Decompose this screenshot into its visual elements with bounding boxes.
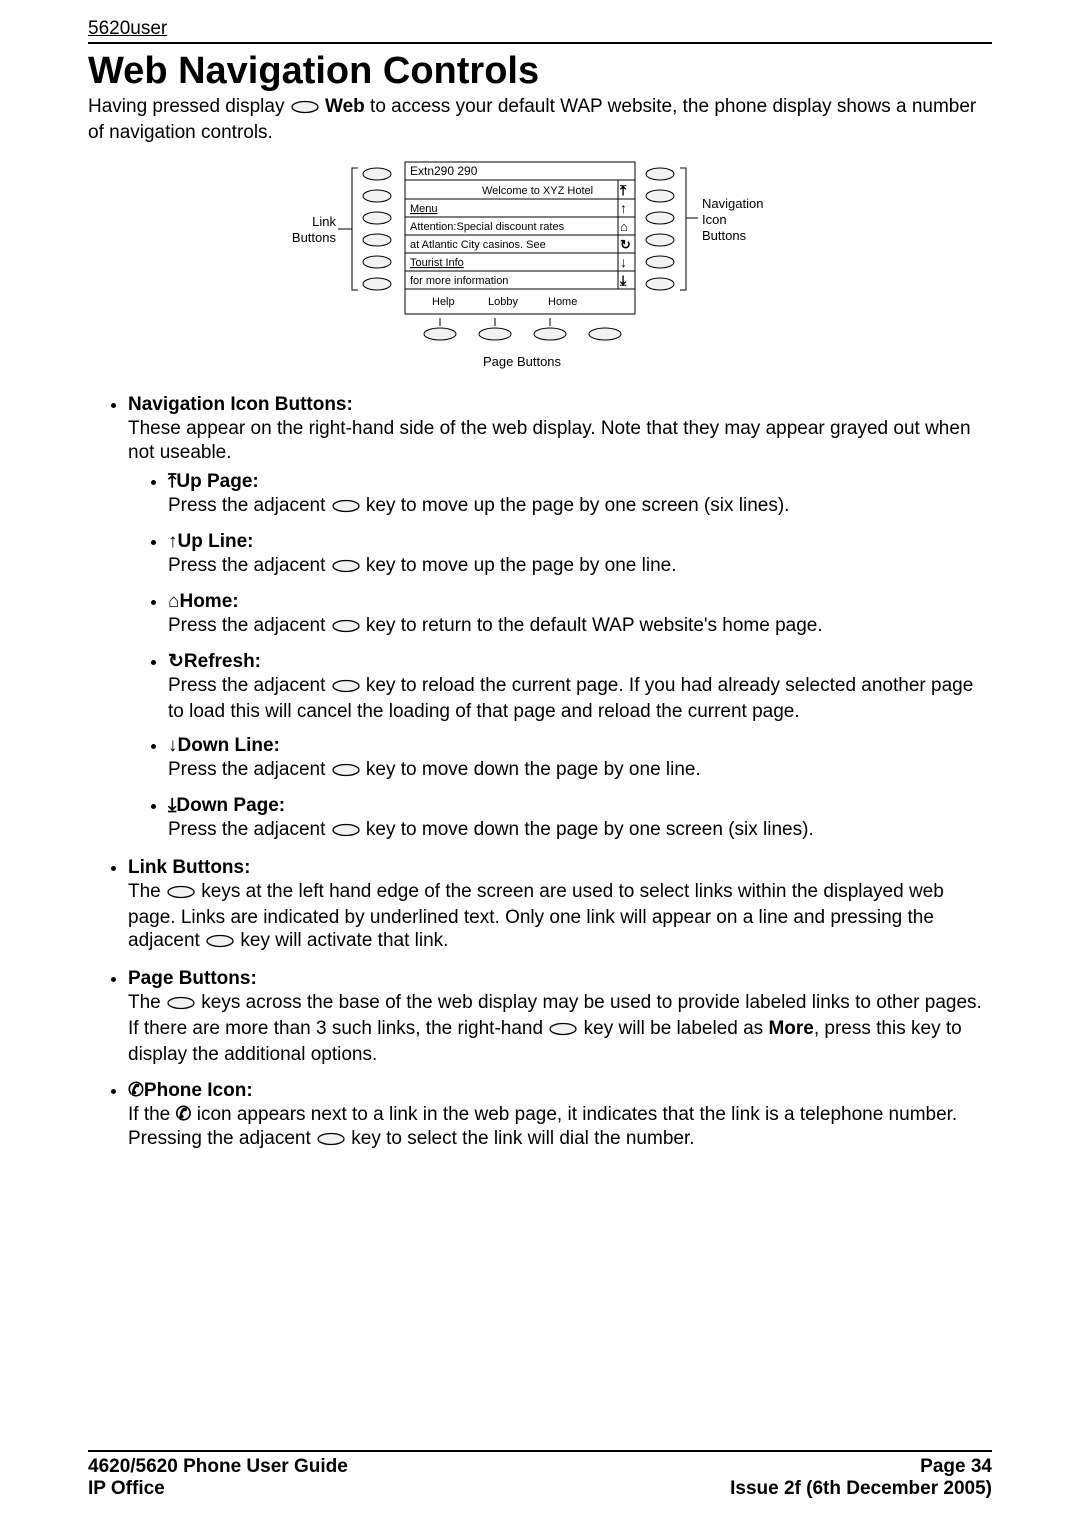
page-buttons-heading: Page Buttons:: [128, 968, 257, 989]
header-rule: [88, 42, 992, 44]
nav-item-down-page: ⤓Down Page: Press the adjacent key to mo…: [168, 794, 992, 844]
diagram-line-6: for more information: [410, 275, 508, 287]
key-icon: [166, 882, 196, 906]
intro-pre: Having pressed display: [88, 96, 290, 117]
diagram-soft-1: Help: [432, 296, 455, 308]
link-buttons-post2: key will activate that link.: [235, 930, 448, 951]
page-buttons-post2: key will be labeled as: [578, 1018, 768, 1039]
refresh-icon: ↻: [168, 651, 184, 672]
diagram-nav-label-3: Buttons: [702, 228, 747, 243]
key-icon: [331, 556, 361, 580]
up-line-pre: Press the adjacent: [168, 555, 331, 576]
link-buttons-pre1: The: [128, 881, 166, 902]
nav-icon-items: ⤒Up Page: Press the adjacent key to move…: [128, 470, 992, 843]
diagram-display-title: Extn290 290: [410, 164, 478, 178]
key-icon: [331, 496, 361, 520]
down-line-post: key to move down the page by one line.: [361, 759, 701, 780]
phone-icon-post2: key to select the link will dial the num…: [346, 1128, 695, 1149]
phone-icon-heading: Phone Icon:: [144, 1080, 253, 1101]
nav-item-up-line: ↑Up Line: Press the adjacent key to move…: [168, 530, 992, 580]
link-buttons-heading: Link Buttons:: [128, 857, 250, 878]
diagram-line-3: Attention:Special discount rates: [410, 221, 565, 233]
key-icon: [331, 616, 361, 640]
refresh-label: Refresh:: [184, 651, 261, 672]
down-page-post: key to move down the page by one screen …: [361, 819, 814, 840]
nav-item-up-page: ⤒Up Page: Press the adjacent key to move…: [168, 470, 992, 520]
svg-text:⤒: ⤒: [619, 182, 627, 198]
nav-item-home: ⌂Home: Press the adjacent key to return …: [168, 590, 992, 640]
svg-text:↑: ↑: [620, 200, 627, 216]
up-line-post: key to move up the page by one line.: [361, 555, 677, 576]
diagram-nav-label-2: Icon: [702, 212, 727, 227]
down-page-label: Down Page:: [176, 795, 285, 816]
up-page-pre: Press the adjacent: [168, 495, 331, 516]
up-page-post: key to move up the page by one screen (s…: [361, 495, 790, 516]
key-icon: [205, 931, 235, 955]
key-icon: [166, 993, 196, 1017]
nav-icon-buttons-desc: These appear on the right-hand side of t…: [128, 418, 971, 463]
diagram-line-5: Tourist Info: [410, 257, 464, 269]
svg-text:↓: ↓: [620, 254, 627, 270]
display-key-icon: [290, 97, 320, 121]
key-icon: [548, 1019, 578, 1043]
nav-item-refresh: ↻Refresh: Press the adjacent key to relo…: [168, 650, 992, 724]
footer-right-2: Issue 2f (6th December 2005): [730, 1478, 992, 1500]
svg-text:↻: ↻: [620, 237, 631, 252]
home-post: key to return to the default WAP website…: [361, 615, 823, 636]
header-section-label: 5620user: [88, 18, 992, 40]
footer-rule: [88, 1450, 992, 1452]
nav-icon-buttons-heading: Navigation Icon Buttons:: [128, 394, 353, 415]
content-list: Navigation Icon Buttons: These appear on…: [88, 393, 992, 1153]
page-buttons-pre1: The: [128, 992, 166, 1013]
down-line-icon: ↓: [168, 735, 178, 756]
diagram-line-1: Welcome to XYZ Hotel: [482, 185, 593, 197]
diagram-line-4: at Atlantic City casinos. See: [410, 239, 546, 251]
diagram-line-2: Menu: [410, 203, 438, 215]
refresh-pre: Press the adjacent: [168, 675, 331, 696]
intro-paragraph: Having pressed display Web to access you…: [88, 95, 992, 146]
diagram-container: Link Buttons Extn290 290 Welcome to XYZ …: [88, 156, 992, 381]
down-page-pre: Press the adjacent: [168, 819, 331, 840]
diagram-nav-label-1: Navigation: [702, 196, 763, 211]
intro-web-label: Web: [325, 96, 365, 117]
page-title: Web Navigation Controls: [88, 50, 992, 93]
nav-item-down-line: ↓Down Line: Press the adjacent key to mo…: [168, 734, 992, 784]
page-buttons-more: More: [768, 1018, 813, 1039]
phone-display-diagram: Link Buttons Extn290 290 Welcome to XYZ …: [260, 156, 820, 376]
phone-icon-section: ✆Phone Icon: If the ✆ icon appears next …: [128, 1079, 992, 1153]
home-pre: Press the adjacent: [168, 615, 331, 636]
page: 5620user Web Navigation Controls Having …: [0, 0, 1080, 1528]
footer-right-1: Page 34: [920, 1456, 992, 1478]
diagram-soft-3: Home: [548, 296, 577, 308]
svg-text:⤓: ⤓: [619, 272, 627, 288]
key-icon: [331, 760, 361, 784]
diagram-soft-2: Lobby: [488, 296, 518, 308]
up-line-label: Up Line:: [178, 531, 254, 552]
home-icon: ⌂: [168, 591, 179, 612]
key-icon: [316, 1129, 346, 1153]
phone-icon-glyph: ✆: [176, 1104, 192, 1125]
down-line-label: Down Line:: [178, 735, 280, 756]
key-icon: [331, 820, 361, 844]
nav-icon-buttons-section: Navigation Icon Buttons: These appear on…: [128, 393, 992, 844]
diagram-link-label-2: Buttons: [292, 230, 337, 245]
footer-left-1: 4620/5620 Phone User Guide: [88, 1456, 348, 1478]
phone-icon-glyph-heading: ✆: [128, 1080, 144, 1101]
footer-left-2: IP Office: [88, 1478, 165, 1500]
page-buttons-section: Page Buttons: The keys across the base o…: [128, 967, 992, 1067]
home-label: Home:: [179, 591, 238, 612]
diagram-link-label-1: Link: [312, 214, 336, 229]
up-line-icon: ↑: [168, 531, 178, 552]
down-line-pre: Press the adjacent: [168, 759, 331, 780]
up-page-label: Up Page:: [176, 471, 258, 492]
link-buttons-section: Link Buttons: The keys at the left hand …: [128, 856, 992, 956]
svg-text:⌂: ⌂: [620, 219, 628, 234]
key-icon: [331, 676, 361, 700]
footer: 4620/5620 Phone User Guide Page 34 IP Of…: [88, 1450, 992, 1500]
phone-icon-pre1: If the: [128, 1104, 176, 1125]
diagram-page-buttons-label: Page Buttons: [483, 354, 562, 369]
